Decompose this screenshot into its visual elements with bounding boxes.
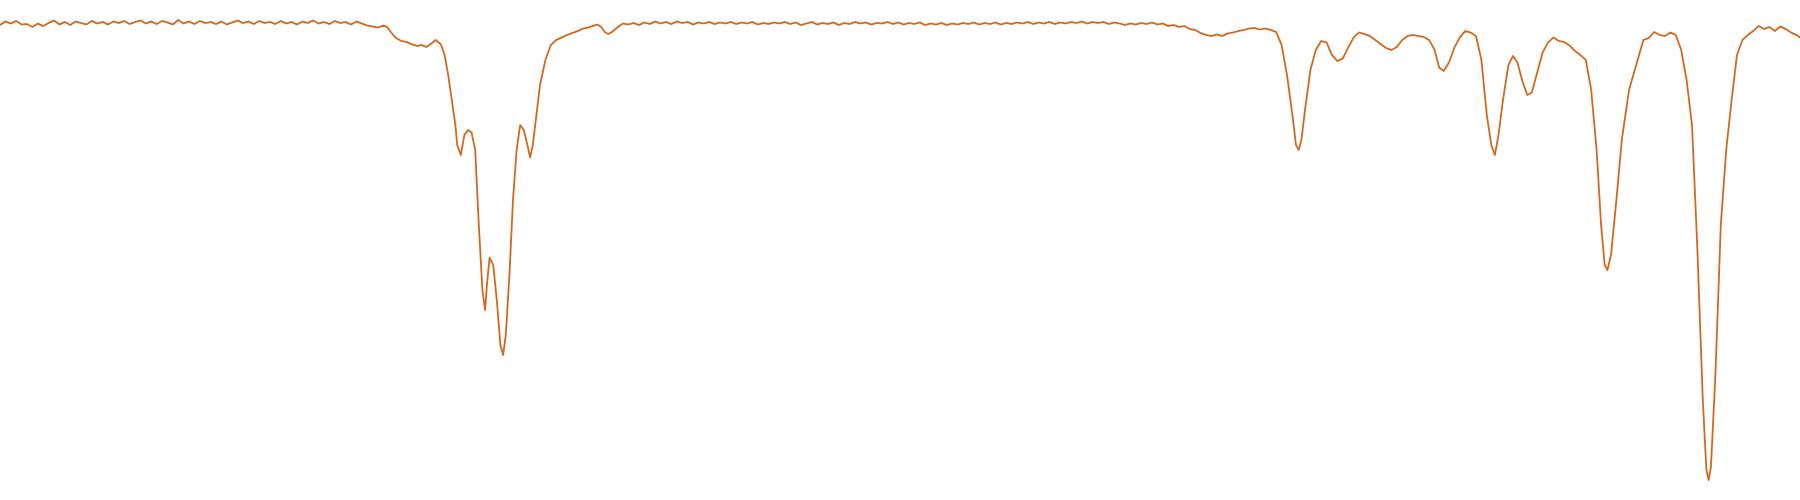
series-line-0 bbox=[0, 19, 1800, 481]
series-layer bbox=[0, 19, 1800, 481]
